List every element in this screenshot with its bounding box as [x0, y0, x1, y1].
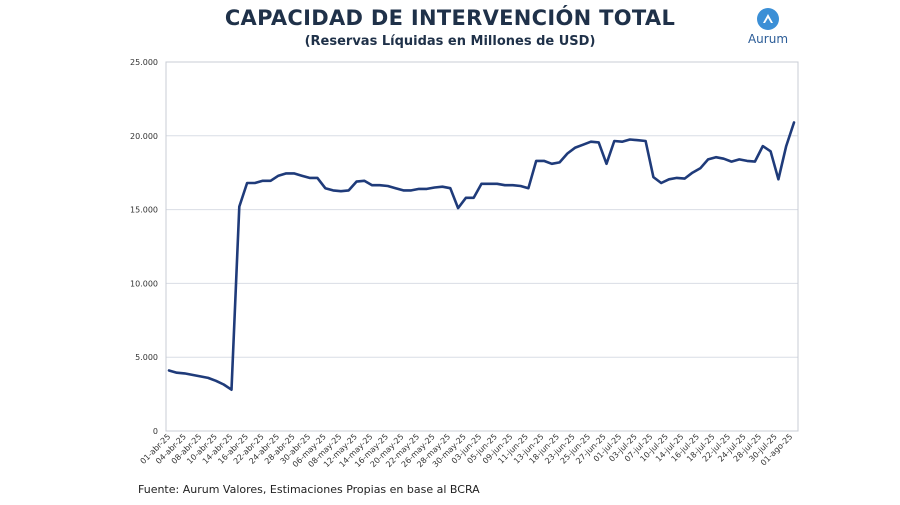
chart-title: CAPACIDAD DE INTERVENCIÓN TOTAL [224, 6, 676, 30]
chart-subtitle: (Reservas Líquidas en Millones de USD) [304, 34, 596, 49]
y-tick-label: 20.000 [130, 132, 158, 141]
source-note: Fuente: Aurum Valores, Estimaciones Prop… [138, 483, 480, 496]
x-axis-ticks: 01-abr-2504-abr-2508-abr-2510-abr-2514-a… [139, 432, 795, 469]
y-axis-ticks: 0 5.000 10.000 15.000 20.000 25.000 [130, 58, 158, 436]
plot-area-border [165, 61, 799, 432]
series-line-reservas [167, 121, 796, 392]
y-tick-label: 0 [153, 427, 158, 436]
series-layer [167, 121, 796, 392]
grid-lines [166, 135, 798, 358]
y-tick-label: 5.000 [135, 353, 158, 362]
y-tick-label: 15.000 [130, 206, 158, 215]
logo-brand-text: Aurum [747, 32, 789, 46]
y-tick-label: 25.000 [130, 58, 158, 67]
aurum-logo-icon [757, 8, 779, 30]
y-tick-label: 10.000 [130, 279, 158, 288]
aurum-logo: Aurum [738, 8, 798, 52]
